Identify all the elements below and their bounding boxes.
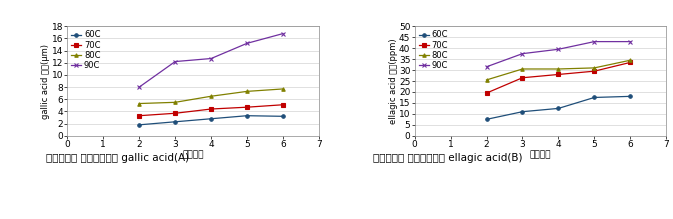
Legend: 60C, 70C, 80C, 90C: 60C, 70C, 80C, 90C bbox=[417, 29, 450, 72]
60C bbox=[171, 120, 179, 123]
70C bbox=[171, 112, 179, 115]
60C bbox=[243, 114, 251, 117]
Y-axis label: gallic acid 함량(μm): gallic acid 함량(μm) bbox=[41, 44, 50, 118]
90C bbox=[627, 40, 635, 43]
70C bbox=[483, 92, 491, 94]
80C bbox=[243, 90, 251, 93]
X-axis label: 수출시간: 수출시간 bbox=[182, 150, 204, 159]
80C bbox=[135, 102, 143, 105]
60C bbox=[555, 107, 563, 110]
60C bbox=[590, 96, 598, 99]
90C bbox=[135, 86, 143, 88]
Line: 70C: 70C bbox=[485, 61, 632, 95]
Line: 80C: 80C bbox=[137, 87, 285, 105]
90C bbox=[171, 60, 179, 63]
90C bbox=[483, 65, 491, 68]
80C bbox=[590, 67, 598, 69]
60C bbox=[518, 110, 526, 113]
Text: 딸기식물체 열수추출물의 gallic acid(A): 딸기식물체 열수추출물의 gallic acid(A) bbox=[46, 153, 189, 163]
90C bbox=[243, 42, 251, 45]
60C bbox=[279, 115, 287, 118]
X-axis label: 추출시간: 추출시간 bbox=[530, 150, 551, 159]
80C bbox=[207, 95, 215, 97]
90C bbox=[590, 40, 598, 43]
Line: 60C: 60C bbox=[137, 114, 285, 127]
70C bbox=[279, 103, 287, 106]
Line: 70C: 70C bbox=[137, 103, 285, 117]
60C bbox=[627, 95, 635, 98]
70C bbox=[627, 61, 635, 64]
70C bbox=[135, 114, 143, 117]
Text: 딸기식물체 열수추출물의 ellagic acid(B): 딸기식물체 열수추출물의 ellagic acid(B) bbox=[373, 153, 522, 163]
70C bbox=[518, 76, 526, 79]
80C bbox=[627, 59, 635, 62]
Line: 60C: 60C bbox=[485, 95, 632, 121]
70C bbox=[207, 108, 215, 110]
90C bbox=[207, 57, 215, 60]
70C bbox=[555, 73, 563, 76]
90C bbox=[555, 48, 563, 51]
90C bbox=[518, 52, 526, 55]
80C bbox=[518, 68, 526, 70]
80C bbox=[171, 101, 179, 104]
60C bbox=[135, 124, 143, 126]
80C bbox=[555, 68, 563, 70]
90C bbox=[279, 32, 287, 35]
Legend: 60C, 70C, 80C, 90C: 60C, 70C, 80C, 90C bbox=[70, 29, 102, 72]
Line: 90C: 90C bbox=[137, 32, 285, 89]
Y-axis label: ellagic acid 함량(ppm): ellagic acid 함량(ppm) bbox=[388, 38, 398, 124]
70C bbox=[590, 70, 598, 72]
80C bbox=[279, 88, 287, 90]
Line: 90C: 90C bbox=[485, 40, 632, 69]
Line: 80C: 80C bbox=[485, 58, 632, 82]
80C bbox=[483, 79, 491, 81]
70C bbox=[243, 106, 251, 108]
60C bbox=[483, 118, 491, 121]
60C bbox=[207, 117, 215, 120]
